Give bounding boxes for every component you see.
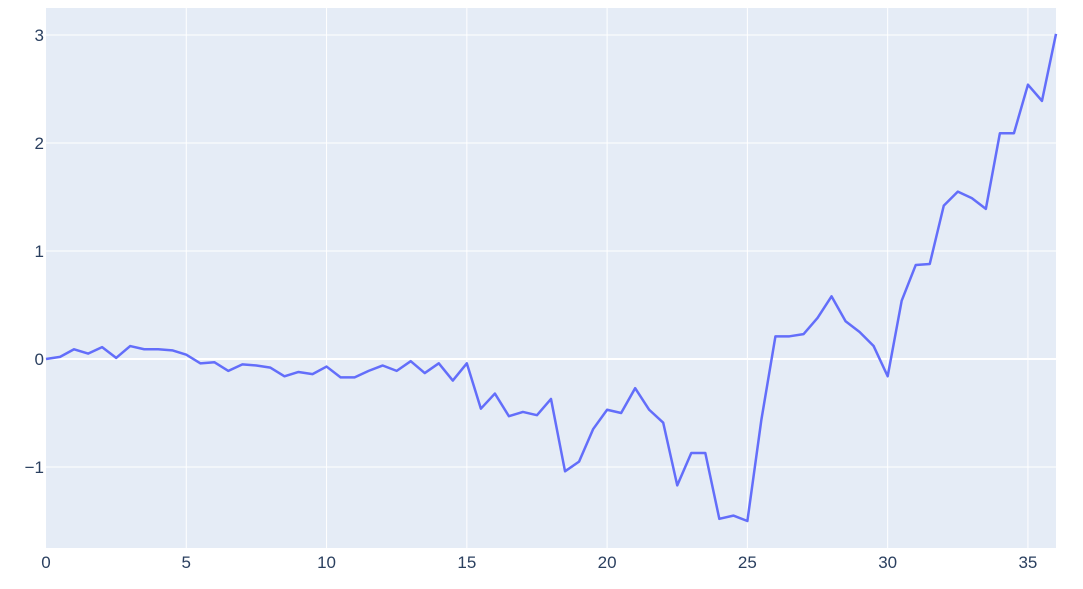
- gridlines: [46, 8, 1056, 548]
- y-tick-label: 2: [35, 134, 44, 153]
- x-tick-label: 30: [878, 553, 897, 572]
- y-tick-label: 1: [35, 242, 44, 261]
- x-axis-ticks: 0 5 10 15 20 25 30 35: [41, 553, 1037, 572]
- x-tick-label: 5: [182, 553, 191, 572]
- y-axis-ticks: −1 0 1 2 3: [25, 26, 44, 477]
- x-tick-label: 25: [738, 553, 757, 572]
- x-tick-label: 35: [1018, 553, 1037, 572]
- series-line: [45, 33, 1058, 523]
- series-layer: [45, 33, 1058, 523]
- y-tick-label: 3: [35, 26, 44, 45]
- x-tick-label: 20: [598, 553, 617, 572]
- y-tick-label: 0: [35, 350, 44, 369]
- x-tick-label: 10: [317, 553, 336, 572]
- x-tick-label: 15: [457, 553, 476, 572]
- x-tick-label: 0: [41, 553, 50, 572]
- y-tick-label: −1: [25, 458, 44, 477]
